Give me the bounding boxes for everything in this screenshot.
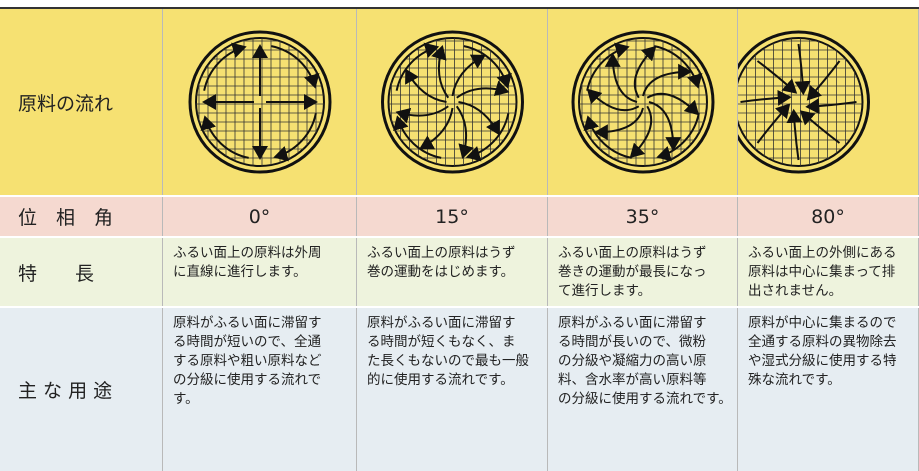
text-line: る時間が長いので、微粉 [558, 334, 706, 350]
text-line: て進行します。 [558, 283, 652, 299]
phase-angle: 15° [357, 197, 548, 236]
text-line: ふるい面上の原料はうず [367, 245, 516, 261]
text-line: る時間が短いので、全通 [173, 334, 321, 350]
text-line: 原料は中心に集まって排 [748, 264, 896, 280]
text-line: 原料が中心に集まるので [748, 315, 897, 331]
text-line: 出されません。 [748, 283, 843, 299]
text-line: 巻の運動をはじめます。 [367, 264, 515, 280]
top-rule [0, 7, 919, 9]
text-line: に直線に進行します。 [173, 264, 307, 280]
text-line: た長くもないので最も一般 [367, 353, 529, 369]
text-line: ふるい面上の原料はうず [558, 245, 707, 261]
text-line: ふるい面上の原料は外周 [173, 245, 322, 261]
flow-diagram [163, 9, 357, 195]
phase-angle: 35° [548, 197, 738, 236]
text-line: の分級に使用する流れです。 [558, 391, 732, 407]
phase-angle: 80° [738, 197, 919, 236]
text-line: 全通する原料の異物除去 [748, 334, 897, 350]
diagram [188, 30, 332, 174]
text-line: す。 [173, 391, 199, 407]
text-line: ふるい面上の外側にある [748, 245, 897, 261]
flow-diagram [738, 9, 919, 195]
feature-text: ふるい面上の原料は外周 に直線に進行します。 [163, 238, 357, 306]
text-line: る時間が短くもなく、ま [367, 334, 516, 350]
text-line: 原料がふるい面に滞留す [367, 315, 516, 331]
text-line: 原料がふるい面に滞留す [173, 315, 322, 331]
usage-text: 原料がふるい面に滞留す る時間が短いので、全通 する原料や粗い原料など の分級に使用す… [163, 308, 357, 471]
diagram [381, 30, 524, 174]
diagram [738, 30, 870, 174]
usage-text: 原料が中心に集まるので 全通する原料の異物除去 や湿式分級に使用する特 殊な流れです。 [738, 308, 919, 471]
row-label: 原料の流れ [0, 9, 163, 195]
text-line: する原料や粗い原料など [173, 353, 322, 369]
text-line: 原料がふるい面に滞留す [558, 315, 707, 331]
text-line: や湿式分級に使用する特 [748, 353, 897, 369]
text-line: 巻きの運動が最長になっ [558, 264, 707, 280]
flow-diagram [548, 9, 738, 195]
row-label: 位 相 角 [0, 197, 163, 236]
flow-diagram [357, 9, 548, 195]
text-line: 料、含水率が高い原料等 [558, 372, 707, 388]
diagram [571, 30, 715, 174]
usage-text: 原料がふるい面に滞留す る時間が短くもなく、ま た長くもないので最も一般 的に使用する… [357, 308, 548, 471]
row-label: 主 な 用 途 [0, 308, 163, 471]
feature-text: ふるい面上の原料はうず 巻の運動をはじめます。 [357, 238, 548, 306]
feature-text: ふるい面上の外側にある 原料は中心に集まって排 出されません。 [738, 238, 919, 306]
row-label: 特 長 [0, 238, 163, 306]
text-line: 殊な流れです。 [748, 372, 841, 388]
text-line: の分級や凝縮力の高い原 [558, 353, 707, 369]
text-line: の分級に使用する流れで [173, 372, 322, 388]
phase-angle: 0° [163, 197, 357, 236]
text-line: 的に使用する流れです。 [367, 372, 514, 388]
feature-text: ふるい面上の原料はうず 巻きの運動が最長になっ て進行します。 [548, 238, 738, 306]
usage-text: 原料がふるい面に滞留す る時間が長いので、微粉 の分級や凝縮力の高い原 料、含水率が高… [548, 308, 738, 471]
